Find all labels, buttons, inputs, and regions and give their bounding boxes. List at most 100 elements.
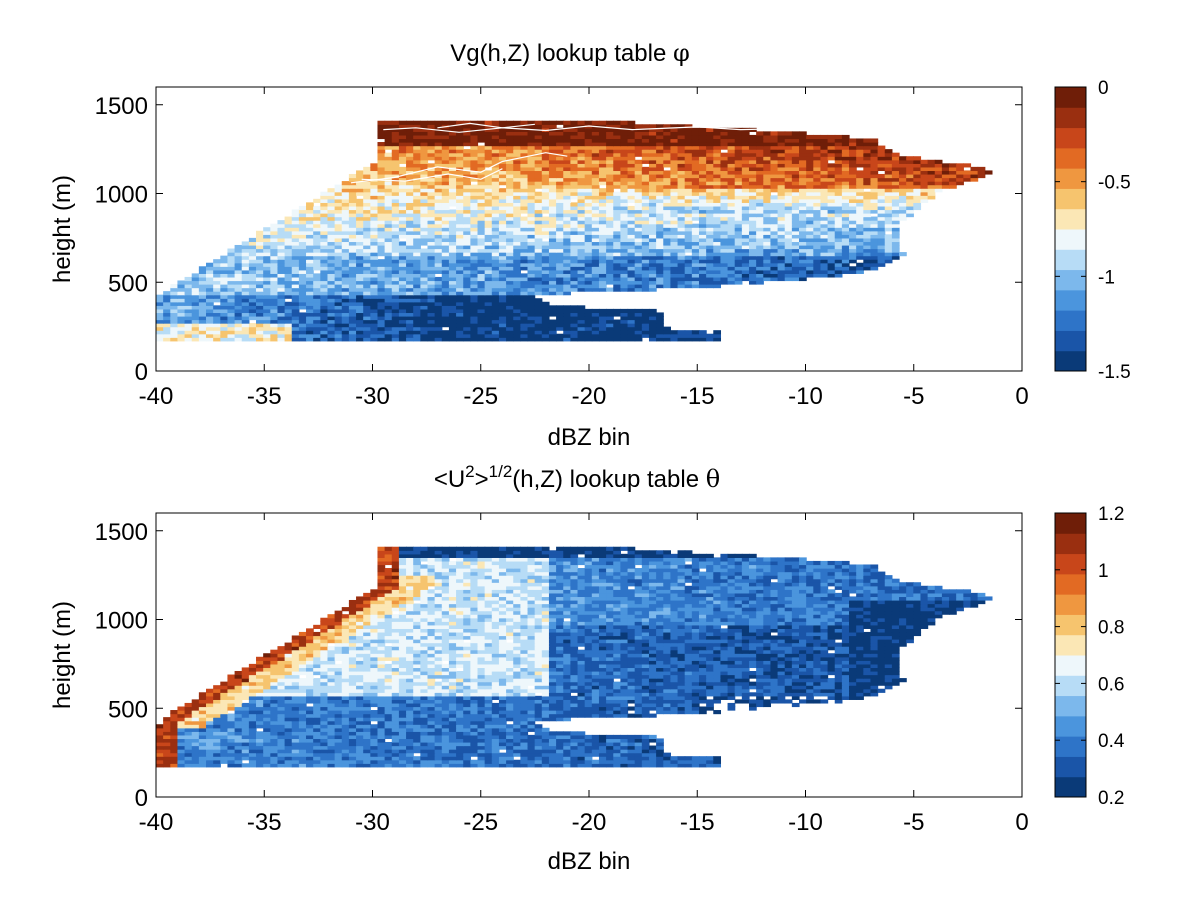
heatmap-cell [634,220,643,225]
heatmap-cell [248,301,257,306]
heatmap-cell [391,255,400,260]
heatmap-cell [548,284,557,289]
heatmap-cell [491,220,500,225]
heatmap-cell [456,156,464,161]
heatmap-cell [427,227,436,232]
heatmap-cell [313,248,321,253]
heatmap-cell [184,323,193,328]
heatmap-cell [491,223,500,228]
heatmap-cell [627,330,636,335]
heatmap-cell [634,166,643,172]
heatmap-cell [527,763,536,768]
heatmap-cell [356,319,364,324]
heatmap-cell [527,191,536,196]
heatmap-cell [520,170,529,175]
heatmap-cell [513,191,521,196]
heatmap-cell [784,273,793,278]
heatmap-cell [620,124,629,129]
heatmap-cell [298,244,307,250]
heatmap-cell [856,269,864,274]
heatmap-cell [491,120,500,125]
heatmap-cell [548,223,557,228]
heatmap-cell [463,131,471,136]
heatmap-cell [456,163,464,168]
heatmap-cell [684,184,693,189]
heatmap-cell [556,291,564,296]
heatmap-cell [406,262,414,267]
heatmap-cell [370,319,379,324]
heatmap-cell [334,284,343,289]
heatmap-cell [627,188,636,193]
heatmap-cell [498,326,507,331]
heatmap-cell [170,759,179,764]
heatmap-cell [698,177,707,182]
heatmap-cell [334,248,343,253]
heatmap-cell [506,308,514,314]
heatmap-cell [448,330,457,335]
heatmap-cell [899,184,907,189]
x-tick-label: -25 [463,383,498,410]
heatmap-cell [584,276,593,282]
heatmap-cell [284,223,293,228]
heatmap-cell [534,280,543,285]
panel-u: <U2>1/2(h,Z) lookup table θ -40 -35 -30 -25… [49,462,1125,875]
heatmap-cell [520,333,529,338]
heatmap-cell [791,188,800,193]
heatmap-cell [220,333,229,338]
heatmap-cell [706,284,714,289]
heatmap-cell [470,287,479,292]
heatmap-cell [263,315,271,321]
heatmap-cell [598,156,607,161]
heatmap-cell [306,266,314,271]
heatmap-cell [163,298,171,303]
heatmap-cell [320,284,329,289]
heatmap-cell [770,184,779,189]
heatmap-cell [827,234,836,239]
heatmap-cell [484,262,493,267]
heatmap-cell [491,156,500,161]
heatmap-cell [391,216,400,221]
heatmap-cell [763,262,772,267]
heatmap-cell [427,284,436,289]
heatmap-cell [398,315,407,321]
heatmap-cell [706,276,714,282]
heatmap-cell [720,209,729,214]
heatmap-cell [784,205,793,211]
heatmap-cell [598,188,607,193]
heatmap-cell [391,301,400,306]
heatmap-cell [477,134,486,140]
heatmap-cell [834,248,843,253]
heatmap-cell [270,330,279,335]
heatmap-cell [370,301,379,306]
heatmap-cell [441,266,450,271]
heatmap-cell [670,252,679,257]
heatmap-cell [720,262,729,267]
heatmap-cell [877,195,886,200]
heatmap-cell [791,259,800,264]
heatmap-cell [813,248,822,253]
heatmap-cell [641,330,650,335]
heatmap-cell [456,273,464,278]
heatmap-cell [477,131,486,136]
heatmap-cell [263,319,271,324]
heatmap-cell [441,273,450,278]
heatmap-cell [620,166,629,172]
heatmap-cell [727,163,736,168]
heatmap-cell [820,209,829,214]
heatmap-cell [434,305,443,310]
heatmap-cell [834,152,843,157]
heatmap-cell [706,177,714,182]
heatmap-cell [706,216,714,221]
heatmap-cell [398,255,407,260]
heatmap-cell [284,273,293,278]
heatmap-cell [656,181,664,186]
heatmap-cell [641,216,650,221]
heatmap-cell [527,198,536,203]
heatmap-cell [513,248,521,253]
heatmap-cell [513,216,521,221]
heatmap-cell [720,244,729,250]
heatmap-cell [206,269,214,274]
heatmap-cell [398,213,407,218]
heatmap-cell [384,184,393,189]
heatmap-cell [463,166,471,172]
